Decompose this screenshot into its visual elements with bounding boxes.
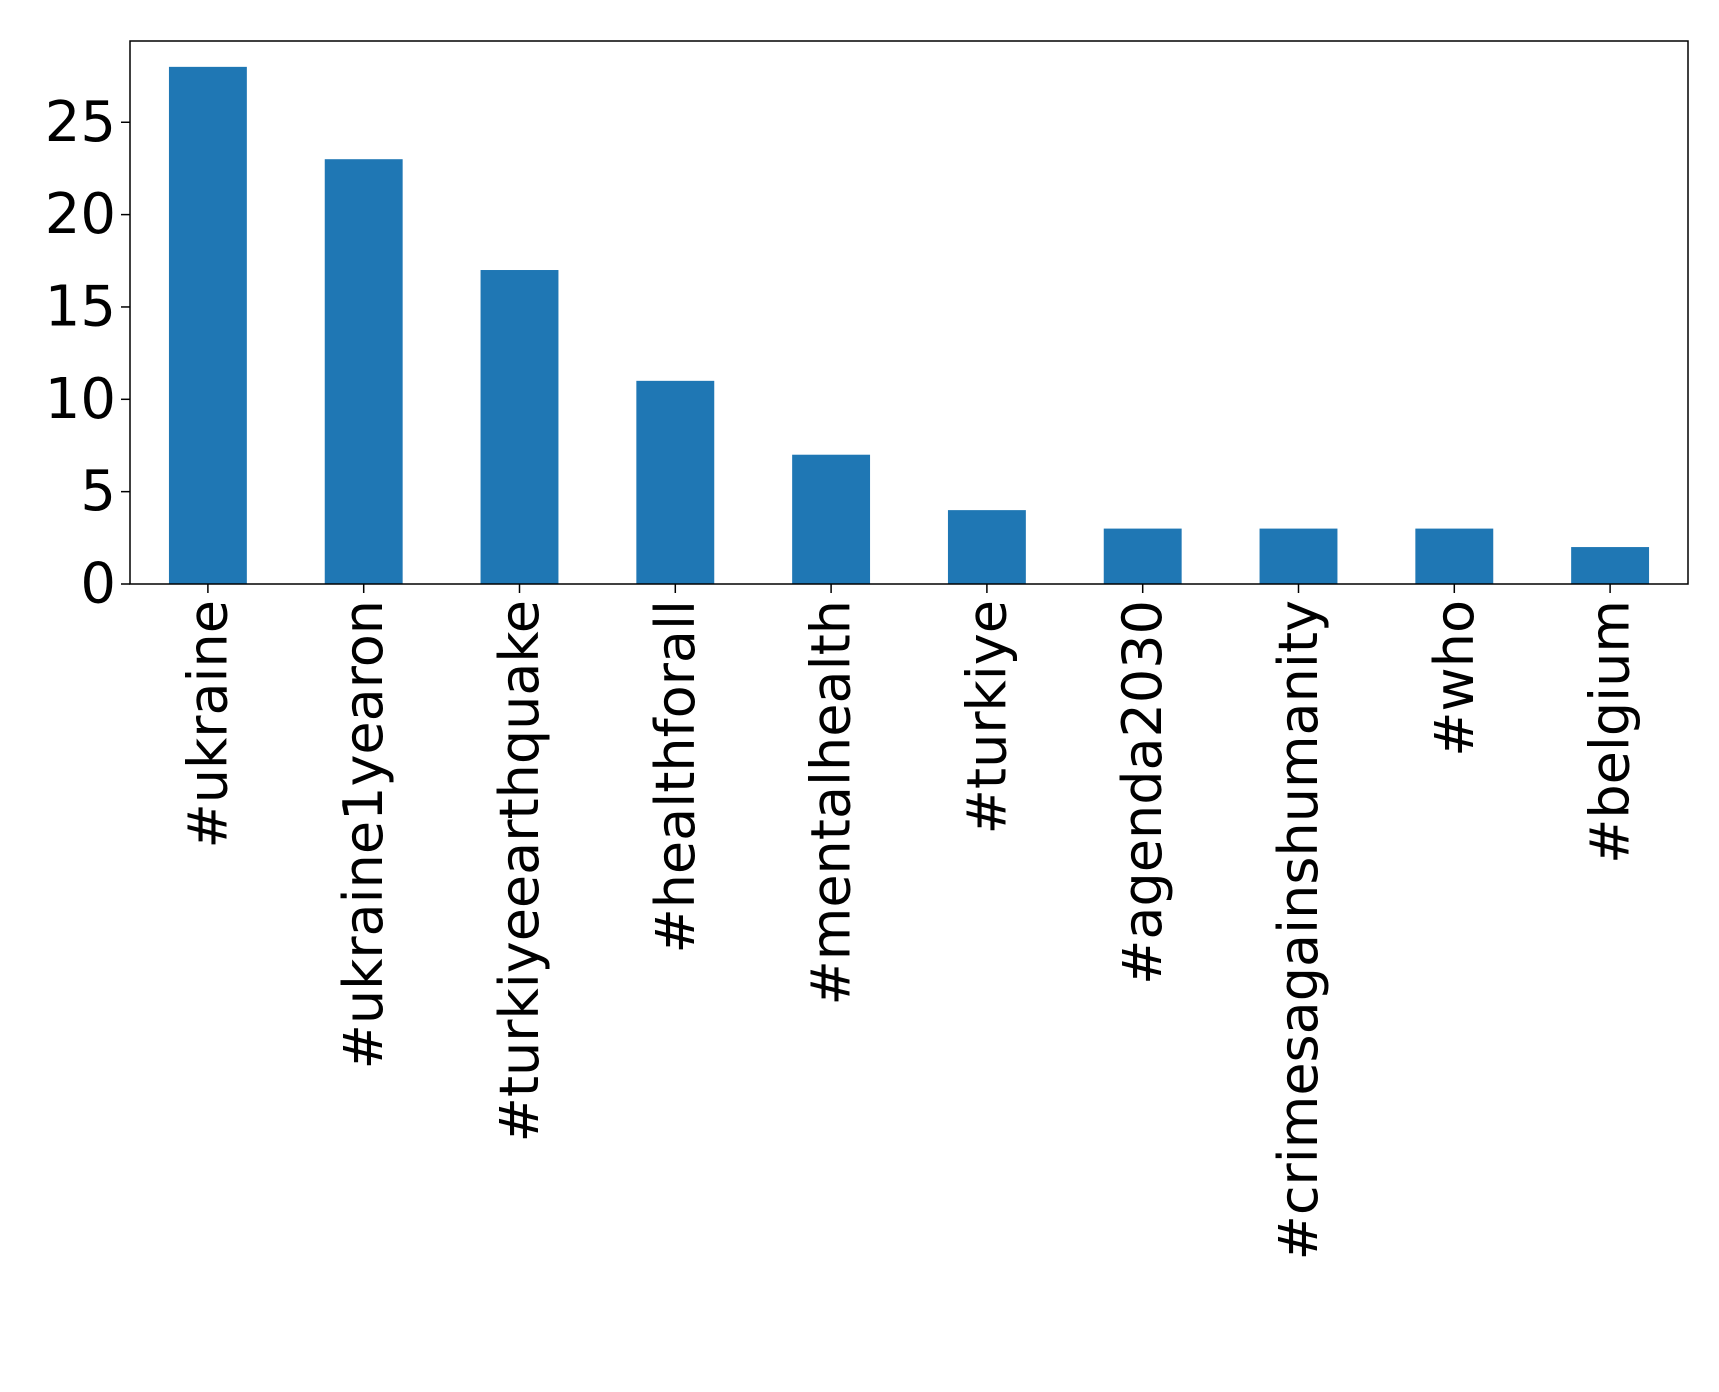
x-axis: #ukraine #ukraine1yearon #turkiyeearthquak… <box>176 584 1642 1260</box>
y-tick-label: 25 <box>45 90 116 155</box>
bar-agenda2030 <box>1103 528 1182 584</box>
bar-who <box>1415 528 1494 584</box>
x-tick-label: #ukraine1yearon <box>332 600 395 1069</box>
bar-healthforall <box>636 380 715 584</box>
x-tick-label: #turkiye <box>955 600 1018 834</box>
x-tick-label: #who <box>1423 600 1486 757</box>
y-tick-label: 15 <box>45 274 116 339</box>
bar-turkiyeearthquake <box>480 270 559 584</box>
bar-mentalhealth <box>792 454 871 584</box>
x-tick-label: #agenda2030 <box>1111 600 1174 985</box>
bar-crimesagainshumanity <box>1259 528 1338 584</box>
plot-frame <box>129 40 1689 585</box>
y-axis: 0 5 10 15 20 25 <box>45 90 130 617</box>
x-tick-label: #healthforall <box>644 600 707 954</box>
bar-ukraine1yearon <box>324 159 403 584</box>
x-tick-label: #turkiyeearthquake <box>488 600 551 1142</box>
bars-group <box>168 66 1650 585</box>
x-tick-label: #belgium <box>1579 600 1642 864</box>
y-tick-label: 0 <box>80 552 116 617</box>
y-tick-label: 20 <box>45 182 116 247</box>
y-tick-label: 10 <box>45 367 116 432</box>
bar-belgium <box>1571 547 1650 584</box>
x-tick-label: #mentalhealth <box>800 600 863 1006</box>
bar-turkiye <box>947 510 1026 584</box>
bar-ukraine <box>168 66 247 585</box>
x-tick-label: #crimesagainshumanity <box>1267 600 1330 1260</box>
x-tick-label: #ukraine <box>176 600 239 848</box>
y-tick-label: 5 <box>80 459 116 524</box>
